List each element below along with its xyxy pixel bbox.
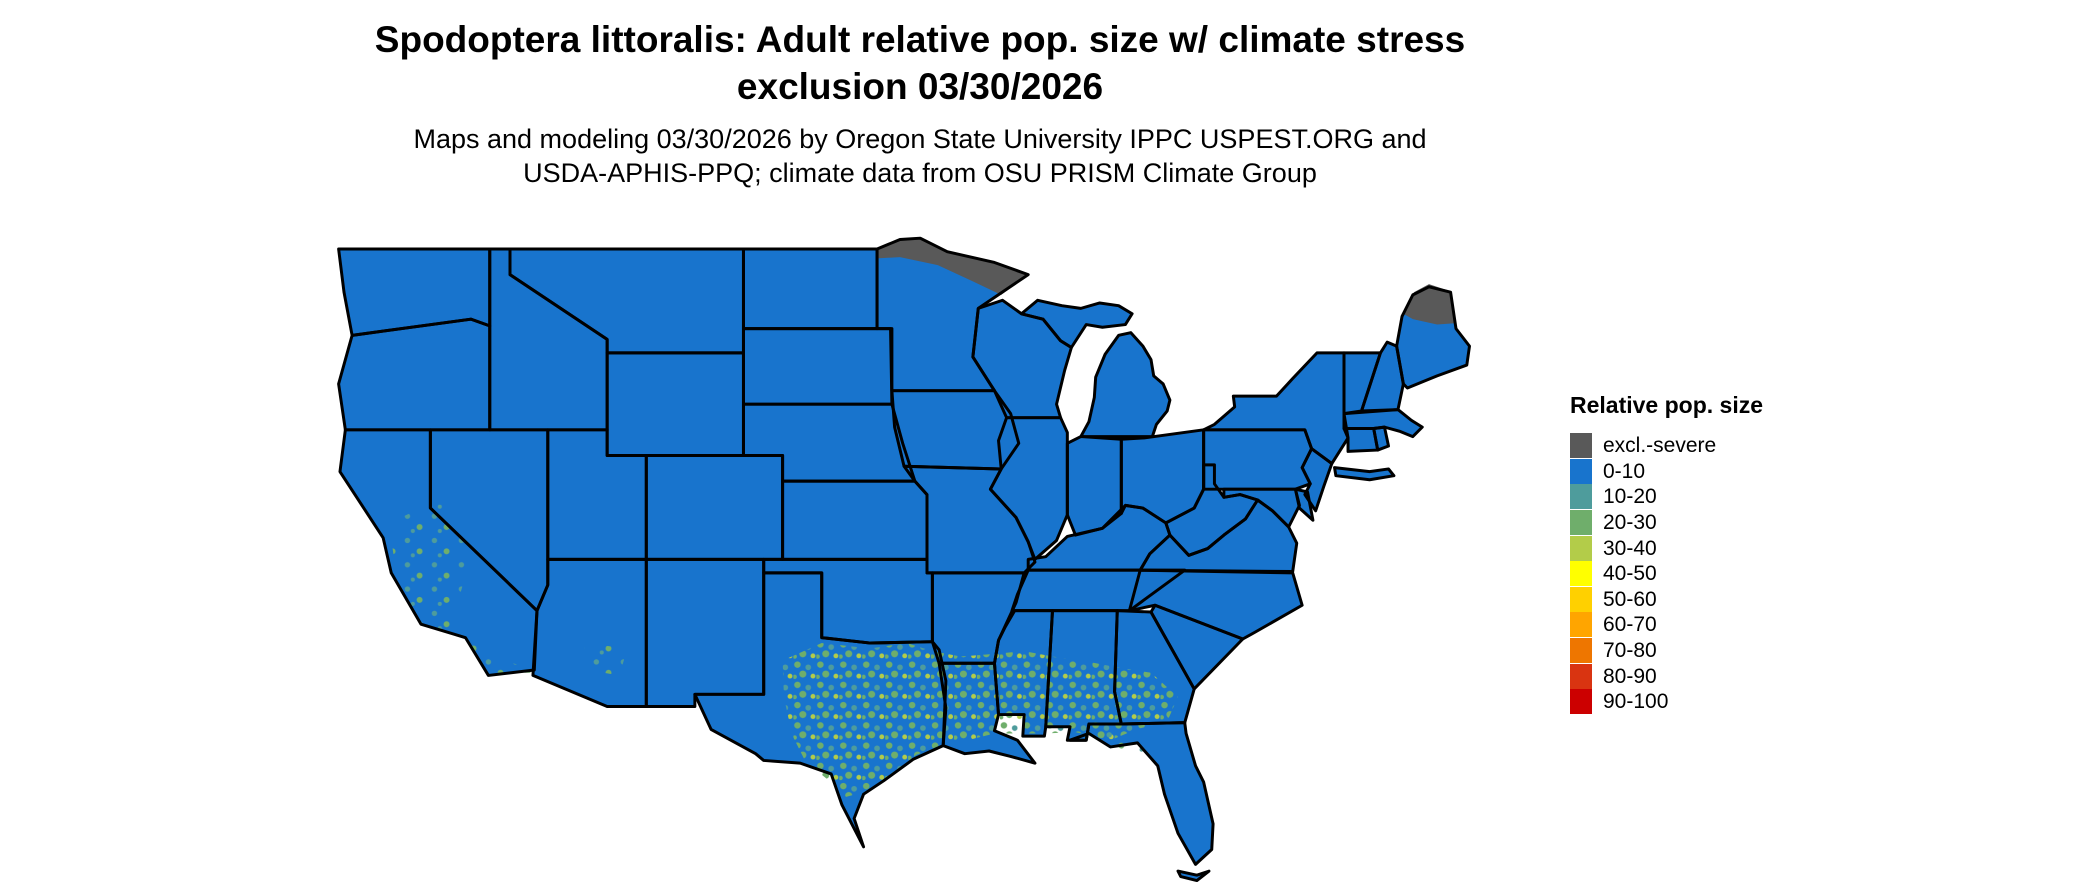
legend-label: 60-70 <box>1603 613 1657 637</box>
figure-subtitle-line1: Maps and modeling 03/30/2026 by Oregon S… <box>413 124 1427 154</box>
us-map <box>337 236 1471 883</box>
state-wy-fill <box>607 352 744 456</box>
figure-title-line2: exclusion 03/30/2026 <box>736 66 1104 107</box>
overlay-florida-speckle <box>1088 729 1150 757</box>
legend-label: 70-80 <box>1603 639 1657 663</box>
legend-swatch <box>1570 638 1592 664</box>
overlay-arizona-speckle <box>584 643 628 676</box>
state-nm-fill <box>646 559 764 707</box>
legend-label: 40-50 <box>1603 562 1657 586</box>
legend-swatch <box>1570 458 1592 484</box>
overlay-california-speckle <box>392 499 533 673</box>
state-sd-fill <box>743 328 892 405</box>
legend-swatch <box>1570 663 1592 689</box>
state-fl-fill <box>1070 722 1214 865</box>
legend-item: excl.-severe <box>1570 433 1763 459</box>
legend-swatch <box>1570 612 1592 638</box>
legend-swatch <box>1570 689 1592 715</box>
legend-item: 60-70 <box>1570 612 1763 638</box>
legend-swatch <box>1570 484 1592 510</box>
exclusion-minnesota <box>877 238 1029 295</box>
state-fl-keys-outline <box>1176 869 1211 883</box>
state-pa-fill <box>1203 429 1312 490</box>
legend-label: 50-60 <box>1603 587 1657 611</box>
legend-label: 10-20 <box>1603 485 1657 509</box>
legend-item: 70-80 <box>1570 638 1763 664</box>
legend-label: 0-10 <box>1603 459 1646 483</box>
legend-item: 80-90 <box>1570 663 1763 689</box>
state-nd-fill <box>743 248 878 329</box>
legend-items: excl.-severe 0-10 10-20 20-30 30-40 40-50 50-6… <box>1570 433 1763 715</box>
legend-label: excl.-severe <box>1603 434 1717 458</box>
legend-item: 30-40 <box>1570 535 1763 561</box>
legend-label: 90-100 <box>1603 690 1669 714</box>
figure-title: Spodoptera littoralis: Adult relative po… <box>120 16 1720 110</box>
overlay-gulf-speckle <box>782 643 1178 797</box>
legend-swatch <box>1570 561 1592 587</box>
legend-swatch <box>1570 535 1592 561</box>
legend-swatch <box>1570 586 1592 612</box>
legend-title: Relative pop. size <box>1570 392 1764 418</box>
legend-item: 10-20 <box>1570 484 1763 510</box>
state-ks-fill <box>782 481 927 560</box>
figure-title-line1: Spodoptera littoralis: Adult relative po… <box>374 19 1466 60</box>
legend-item: 40-50 <box>1570 561 1763 587</box>
legend-item: 90-100 <box>1570 689 1763 715</box>
state-co-fill <box>646 455 783 560</box>
legend-label: 20-30 <box>1603 511 1657 535</box>
legend-swatch <box>1570 433 1592 459</box>
legend-label: 30-40 <box>1603 536 1657 560</box>
legend-label: 80-90 <box>1603 664 1657 688</box>
legend-item: 50-60 <box>1570 586 1763 613</box>
legend-item: 20-30 <box>1570 510 1763 536</box>
legend-swatch <box>1570 510 1592 536</box>
figure-subtitle: Maps and modeling 03/30/2026 by Oregon S… <box>120 122 1720 190</box>
overlays <box>392 238 1455 797</box>
figure-subtitle-line2: USDA-APHIS-PPQ; climate data from OSU PR… <box>523 158 1317 188</box>
state-az-fill <box>532 559 647 707</box>
legend-item: 0-10 <box>1570 458 1763 485</box>
state-or-fill <box>338 319 490 430</box>
legend: Relative pop. size excl.-severe 0-10 10-20… <box>1570 392 1763 715</box>
